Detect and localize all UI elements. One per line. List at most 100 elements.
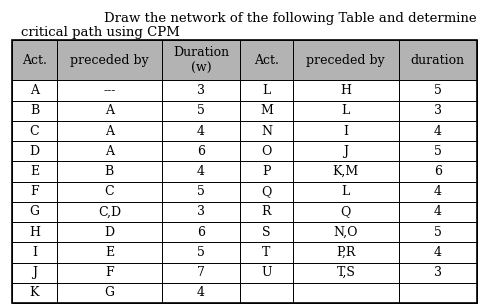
- Bar: [399, 161, 477, 182]
- Bar: [293, 141, 399, 161]
- Bar: [240, 80, 293, 101]
- Bar: [399, 182, 477, 202]
- Text: F: F: [30, 185, 39, 198]
- Bar: [240, 262, 293, 283]
- Bar: [293, 161, 399, 182]
- Bar: [162, 222, 240, 242]
- Bar: [293, 121, 399, 141]
- Bar: [57, 141, 162, 161]
- Bar: [12, 182, 57, 202]
- Bar: [293, 222, 399, 242]
- Text: K: K: [30, 286, 39, 299]
- Text: Q: Q: [262, 185, 272, 198]
- Text: preceded by: preceded by: [70, 54, 149, 67]
- Bar: [162, 182, 240, 202]
- Text: G: G: [29, 205, 40, 219]
- Bar: [12, 40, 57, 80]
- Text: H: H: [29, 226, 40, 239]
- Bar: [12, 141, 57, 161]
- Bar: [240, 141, 293, 161]
- Bar: [162, 283, 240, 303]
- Text: 4: 4: [434, 185, 442, 198]
- Bar: [57, 121, 162, 141]
- Bar: [399, 101, 477, 121]
- Bar: [293, 202, 399, 222]
- Text: S: S: [262, 226, 271, 239]
- Text: 7: 7: [197, 266, 205, 279]
- Text: L: L: [263, 84, 271, 97]
- Bar: [57, 202, 162, 222]
- Bar: [12, 283, 57, 303]
- Text: critical path using CPM: critical path using CPM: [20, 26, 180, 39]
- Bar: [12, 222, 57, 242]
- Bar: [57, 222, 162, 242]
- Text: 5: 5: [197, 104, 205, 117]
- Text: C: C: [30, 125, 40, 138]
- Bar: [399, 262, 477, 283]
- Text: 5: 5: [197, 185, 205, 198]
- Text: E: E: [105, 246, 114, 259]
- Bar: [240, 222, 293, 242]
- Bar: [12, 262, 57, 283]
- Bar: [399, 283, 477, 303]
- Text: 4: 4: [197, 125, 205, 138]
- Text: T,S: T,S: [336, 266, 355, 279]
- Text: Act.: Act.: [254, 54, 279, 67]
- Bar: [57, 161, 162, 182]
- Text: A: A: [105, 125, 114, 138]
- Text: R: R: [262, 205, 271, 219]
- Bar: [162, 101, 240, 121]
- Bar: [293, 283, 399, 303]
- Text: 4: 4: [434, 246, 442, 259]
- Text: Q: Q: [341, 205, 351, 219]
- Bar: [57, 101, 162, 121]
- Text: Draw the network of the following Table and determine: Draw the network of the following Table …: [103, 12, 476, 25]
- Text: 4: 4: [434, 205, 442, 219]
- Bar: [162, 202, 240, 222]
- Bar: [162, 161, 240, 182]
- Bar: [57, 262, 162, 283]
- Text: E: E: [30, 165, 39, 178]
- Bar: [162, 80, 240, 101]
- Text: 4: 4: [434, 125, 442, 138]
- Text: 3: 3: [434, 266, 442, 279]
- Text: 3: 3: [434, 104, 442, 117]
- Text: A: A: [30, 84, 39, 97]
- Text: M: M: [260, 104, 273, 117]
- Text: 6: 6: [434, 165, 442, 178]
- Bar: [240, 121, 293, 141]
- Text: O: O: [262, 145, 272, 158]
- Text: G: G: [104, 286, 114, 299]
- Text: B: B: [105, 165, 114, 178]
- Bar: [293, 262, 399, 283]
- Text: T: T: [263, 246, 271, 259]
- Text: D: D: [29, 145, 40, 158]
- Text: 5: 5: [434, 84, 442, 97]
- Bar: [293, 80, 399, 101]
- Text: 3: 3: [197, 205, 205, 219]
- Bar: [57, 242, 162, 262]
- Text: P: P: [262, 165, 271, 178]
- Bar: [12, 40, 477, 303]
- Text: 5: 5: [197, 246, 205, 259]
- Bar: [12, 161, 57, 182]
- Bar: [293, 242, 399, 262]
- Bar: [293, 40, 399, 80]
- Bar: [293, 182, 399, 202]
- Bar: [12, 101, 57, 121]
- Bar: [399, 141, 477, 161]
- Text: A: A: [105, 104, 114, 117]
- Bar: [57, 182, 162, 202]
- Bar: [12, 242, 57, 262]
- Text: 6: 6: [197, 226, 205, 239]
- Bar: [399, 80, 477, 101]
- Bar: [240, 283, 293, 303]
- Text: K,M: K,M: [333, 165, 359, 178]
- Bar: [162, 242, 240, 262]
- Text: C: C: [104, 185, 114, 198]
- Text: I: I: [32, 246, 37, 259]
- Bar: [162, 262, 240, 283]
- Bar: [12, 121, 57, 141]
- Bar: [240, 182, 293, 202]
- Text: 4: 4: [197, 165, 205, 178]
